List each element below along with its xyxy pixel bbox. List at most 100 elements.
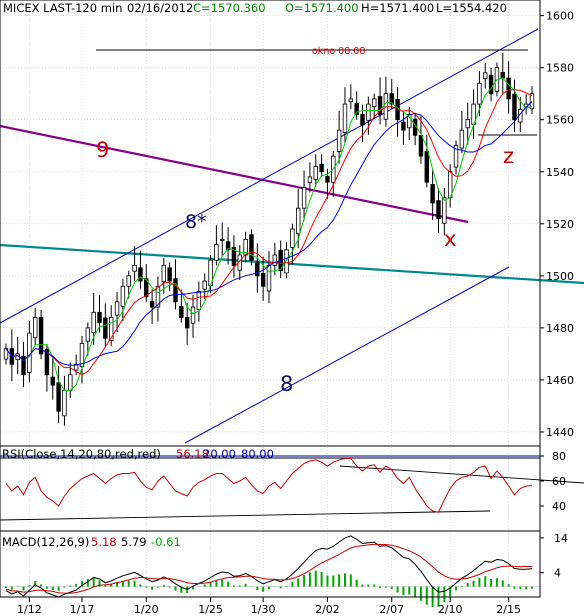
rsi-plot (5, 458, 533, 513)
price-header: MICEX LAST-120 min 02/16/2012 C=1570.360… (3, 1, 507, 15)
annotation-wave-z: z (503, 144, 514, 168)
rsi-panel: 40 60 80 RSI(Close,14,20,80,red,red) 56.18… (0, 445, 584, 532)
price-tick-label: 1560 (546, 114, 574, 127)
macd-signal-line (5, 543, 533, 594)
macd-hist-value: -0.61 (151, 535, 181, 549)
price-tick-label: 1540 (546, 166, 574, 179)
rsi-header: RSI(Close,14,20,80,red,red) 56.18 20.00 … (2, 447, 274, 461)
annotation-wave-8: 8 (280, 372, 293, 396)
candle-body (126, 275, 131, 287)
candle-body (371, 98, 377, 107)
candle-body (196, 291, 202, 310)
price-tick-label: 1500 (546, 270, 574, 283)
moving-averages (5, 77, 533, 391)
candle-body (68, 374, 73, 391)
macd-header: MACD(12,26,9) 5.18 5.79 -0.61 (2, 535, 181, 549)
candle-body (255, 262, 260, 277)
price-tick-label: 1580 (546, 62, 574, 75)
macd-label: MACD(12,26,9) (2, 535, 89, 549)
price-tick-label: 1600 (546, 10, 574, 23)
candle-body (453, 145, 459, 168)
candle-body (103, 317, 108, 339)
candle-body (348, 98, 354, 103)
candle-body (500, 71, 505, 79)
candle-body (418, 134, 424, 157)
candle-body (179, 306, 184, 318)
channel-upper (0, 28, 539, 324)
candle-body (272, 254, 278, 266)
x-axis: 1/12 1/17 1/20 1/25 1/30 2/02 2/07 2/10 2/15 (0, 596, 540, 616)
rsi-tick-label: 80 (552, 450, 566, 463)
candle-body (138, 267, 143, 282)
x-tick-label: 2/02 (315, 603, 340, 616)
candle-body (307, 176, 313, 184)
candle-body (260, 273, 266, 287)
candle-body (220, 239, 225, 241)
candle-body (155, 285, 161, 308)
candle-body (97, 311, 102, 324)
candle-body (214, 244, 219, 261)
x-tick-label: 2/15 (496, 603, 521, 616)
candle-body (325, 176, 330, 183)
macd-tick-label: 14 (554, 532, 568, 545)
candle-body (336, 129, 342, 152)
candle-body (91, 311, 96, 333)
candle-body (149, 300, 155, 308)
price-tick-label: 1460 (546, 374, 574, 387)
price-tick-label: 1520 (546, 218, 574, 231)
x-tick-label: 1/25 (198, 603, 223, 616)
header-high: H=1571.400 (361, 1, 434, 15)
x-tick-label: 1/17 (70, 603, 95, 616)
candle-body (436, 200, 441, 219)
rsi-label: RSI(Close,14,20,80,red,red) (2, 447, 161, 461)
macd-value: 5.18 (91, 535, 117, 549)
rsi-axis: 40 60 80 (540, 450, 566, 513)
x-tick-label: 2/07 (379, 603, 404, 616)
candle-body (459, 129, 465, 149)
rsi-tick-label: 40 (552, 500, 566, 513)
ma-fast-line (5, 77, 533, 391)
candle-body (442, 197, 447, 224)
candle-body (360, 114, 365, 126)
candle-body (73, 363, 79, 371)
candle-body (132, 265, 137, 272)
header-symbol: MICEX LAST-120 min (3, 1, 122, 15)
rsi-tick-label: 60 (552, 475, 566, 488)
candle-body (38, 317, 44, 355)
candle-body (120, 285, 126, 307)
annotation-wave-8-star: 8* (185, 211, 207, 233)
candle-body (33, 317, 38, 339)
price-tick-label: 1440 (546, 426, 574, 439)
candle-body (284, 249, 289, 274)
price-panel-frame (0, 0, 541, 459)
candle-body (21, 355, 26, 376)
candle-body (465, 119, 470, 129)
candle-body (313, 166, 318, 180)
candle-body (161, 265, 167, 282)
candle-body (144, 278, 149, 298)
x-tick-label: 1/20 (134, 603, 159, 616)
rsi-upper-trendline (339, 465, 584, 484)
annotation-wave-9: 9 (96, 138, 109, 162)
candle-body (366, 103, 371, 121)
macd-tick-label: 4 (554, 567, 561, 580)
candle-body (79, 343, 85, 368)
candle-body (231, 247, 237, 266)
candle-body (27, 332, 32, 373)
candle-body (342, 103, 348, 133)
candle-body (377, 96, 383, 115)
macd-axis: 4 14 (540, 532, 568, 580)
candle-body (173, 278, 178, 303)
candle-body (184, 317, 190, 329)
candle-body (488, 74, 494, 95)
candle-body (401, 121, 406, 131)
candle-body (477, 82, 482, 105)
candle-body (529, 93, 535, 110)
candle-body (430, 184, 435, 204)
candle-body (225, 241, 231, 251)
header-close: C=1570.360 (193, 1, 266, 15)
header-open: O=1571.400 (285, 1, 359, 15)
header-date: 02/16/2012 (127, 1, 193, 15)
rsi-upper: 80.00 (241, 447, 274, 461)
